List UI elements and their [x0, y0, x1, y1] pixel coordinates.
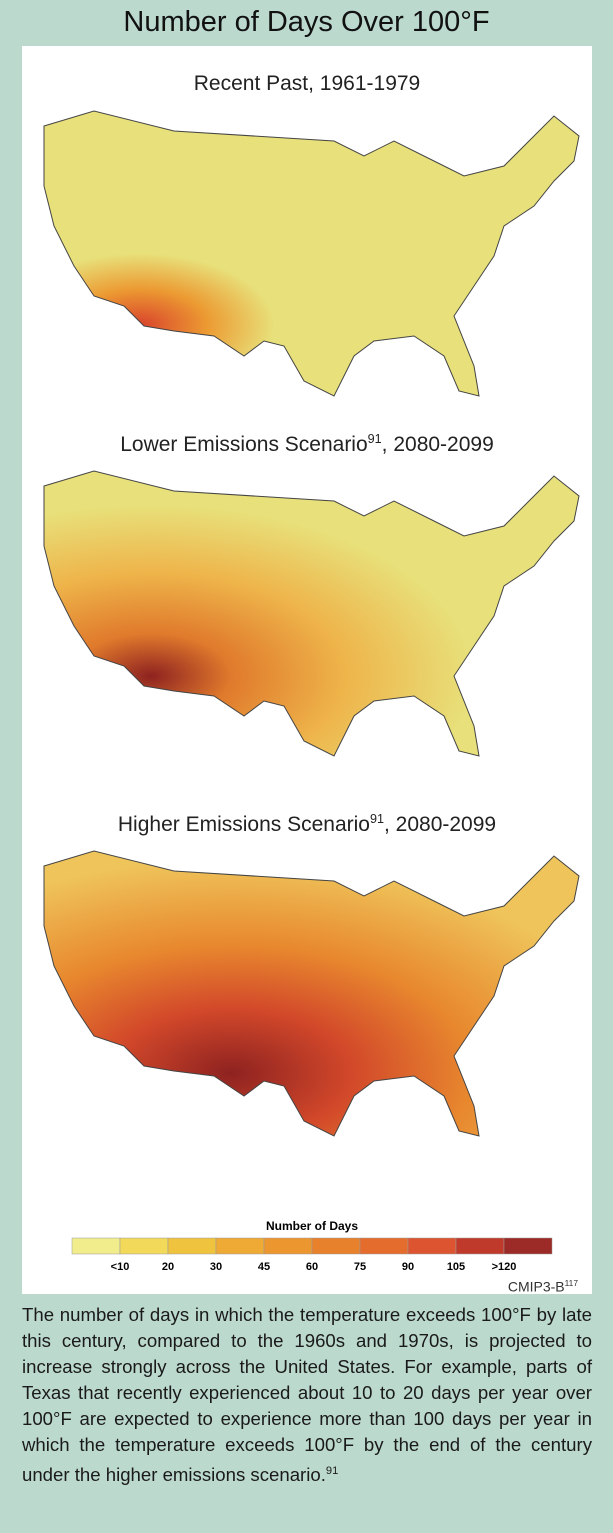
legend-label: 75 [354, 1261, 366, 1273]
panel-title: Recent Past, 1961-1979 [22, 72, 592, 96]
legend-swatch [360, 1238, 408, 1254]
maps: Number of Days <10 20 30 45 60 75 90 105 >120 [22, 46, 592, 1294]
source-text: CMIP3-B [508, 1279, 565, 1295]
caption-ref: 91 [326, 1465, 338, 1477]
map-recent [44, 111, 579, 396]
figure-title: Number of Days Over 100°F [0, 6, 613, 39]
map-higher [44, 851, 579, 1136]
figure: Number of Days <10 20 30 45 60 75 90 105 >120 Rec… [22, 46, 592, 1294]
panel-title-suffix: , 2080-2099 [384, 813, 496, 836]
legend: Number of Days <10 20 30 45 60 75 90 105 >120 [72, 1219, 552, 1273]
panel-title-text: Higher Emissions Scenario [118, 813, 370, 836]
legend-label: 45 [258, 1261, 270, 1273]
legend-swatch [264, 1238, 312, 1254]
legend-label: 30 [210, 1261, 222, 1273]
legend-swatch [504, 1238, 552, 1254]
source-ref: 117 [565, 1278, 578, 1288]
panel-title-text: Lower Emissions Scenario [120, 433, 367, 456]
legend-label: 90 [402, 1261, 414, 1273]
source: CMIP3-B117 [508, 1278, 578, 1295]
legend-swatch [168, 1238, 216, 1254]
caption-text: The number of days in which the temperat… [22, 1304, 592, 1485]
map-lower [44, 471, 579, 756]
panel-title: Lower Emissions Scenario91, 2080-2099 [22, 432, 592, 457]
panel-title-text: Recent Past, 1961-1979 [194, 72, 421, 95]
legend-title: Number of Days [266, 1219, 358, 1233]
legend-swatch [72, 1238, 120, 1254]
legend-swatch [456, 1238, 504, 1254]
legend-swatch [120, 1238, 168, 1254]
legend-label: <10 [111, 1261, 130, 1273]
panel-title-ref: 91 [370, 812, 384, 826]
panel-title-suffix: , 2080-2099 [382, 433, 494, 456]
panel-title-ref: 91 [368, 432, 382, 446]
legend-swatch [408, 1238, 456, 1254]
legend-swatch [216, 1238, 264, 1254]
panel-title: Higher Emissions Scenario91, 2080-2099 [22, 812, 592, 837]
legend-swatch [312, 1238, 360, 1254]
caption: The number of days in which the temperat… [22, 1302, 592, 1488]
legend-label: 20 [162, 1261, 174, 1273]
page: Number of Days Over 100°F Number of Days… [0, 0, 613, 1533]
legend-label: 105 [447, 1261, 465, 1273]
legend-label: 60 [306, 1261, 318, 1273]
legend-label: >120 [492, 1261, 517, 1273]
